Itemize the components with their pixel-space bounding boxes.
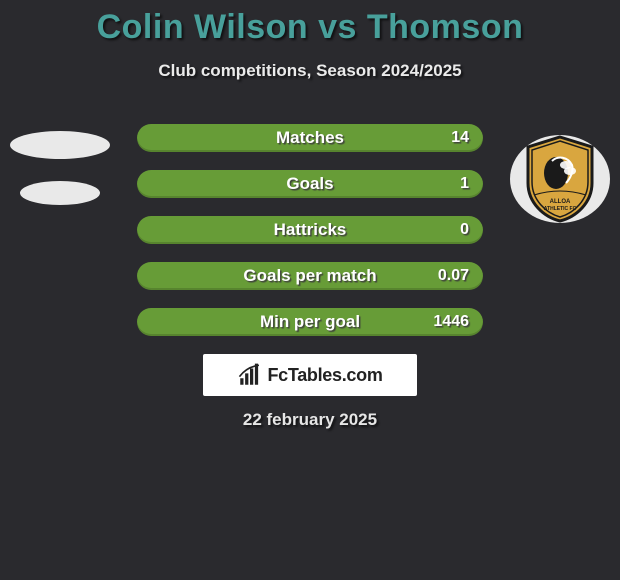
comparison-widget: Colin Wilson vs Thomson Club competition… (0, 0, 620, 580)
stat-row: Goals 1 (137, 170, 483, 198)
stat-label: Goals per match (243, 266, 376, 286)
stat-value: 14 (451, 129, 469, 147)
stat-label: Goals (286, 174, 333, 194)
stat-value: 0.07 (438, 267, 469, 285)
stat-value: 0 (460, 221, 469, 239)
bar-chart-icon (237, 362, 263, 388)
placeholder-ellipse (20, 181, 100, 205)
player-left-avatar (10, 118, 110, 218)
stat-row: Hattricks 0 (137, 216, 483, 244)
stat-label: Hattricks (274, 220, 347, 240)
svg-text:ALLOA: ALLOA (550, 199, 571, 205)
player-right-placeholder: ALLOA ATHLETIC FC (510, 118, 610, 218)
stat-value: 1 (460, 175, 469, 193)
placeholder-ellipse (10, 131, 110, 159)
player-right-avatar: ALLOA ATHLETIC FC (510, 118, 610, 218)
date-text: 22 february 2025 (0, 410, 620, 430)
stat-row: Min per goal 1446 (137, 308, 483, 336)
club-crest-icon: ALLOA ATHLETIC FC (522, 135, 598, 223)
svg-text:ATHLETIC FC: ATHLETIC FC (544, 206, 577, 212)
fctables-link[interactable]: FcTables.com (203, 354, 417, 396)
stat-label: Min per goal (260, 312, 360, 332)
player-left-placeholder (10, 118, 110, 218)
stats-list: Matches 14 Goals 1 Hattricks 0 Goals per… (137, 124, 483, 336)
logo-text: FcTables.com (267, 365, 382, 386)
page-title: Colin Wilson vs Thomson (0, 0, 620, 47)
stat-label: Matches (276, 128, 344, 148)
stat-row: Matches 14 (137, 124, 483, 152)
stat-row: Goals per match 0.07 (137, 262, 483, 290)
club-badge: ALLOA ATHLETIC FC (510, 135, 610, 223)
subtitle: Club competitions, Season 2024/2025 (0, 61, 620, 81)
stat-value: 1446 (433, 313, 469, 331)
